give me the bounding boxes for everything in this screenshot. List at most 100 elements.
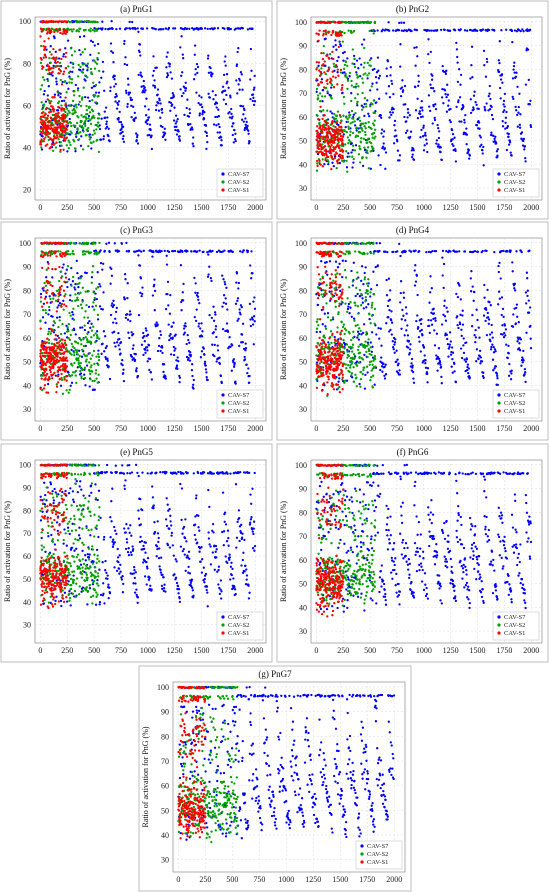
data-point [65, 350, 68, 353]
data-point [460, 356, 464, 360]
data-point [90, 364, 93, 367]
data-point [68, 141, 71, 144]
data-point [350, 315, 353, 318]
data-point [345, 166, 349, 169]
data-point [420, 99, 423, 103]
data-point [242, 120, 245, 123]
data-point [360, 63, 363, 66]
data-point [98, 127, 102, 131]
data-point [232, 365, 236, 368]
data-point [483, 64, 486, 67]
data-point [42, 93, 46, 96]
data-point [388, 29, 391, 32]
data-point [60, 118, 64, 121]
data-point [364, 127, 367, 130]
data-point [248, 381, 251, 384]
data-point [455, 292, 458, 296]
data-point [441, 87, 444, 91]
data-point [327, 68, 331, 71]
data-point [124, 56, 127, 59]
data-point [63, 295, 66, 298]
data-point [184, 89, 187, 92]
data-point [135, 367, 138, 370]
data-point [248, 140, 251, 143]
data-point [447, 99, 450, 102]
data-point [159, 333, 163, 337]
data-point [368, 317, 371, 321]
data-point [439, 146, 442, 149]
data-point [48, 305, 51, 309]
data-point [80, 114, 83, 117]
data-point [62, 356, 65, 359]
data-point [88, 135, 91, 138]
data-point [159, 330, 162, 333]
x-tick-label: 500 [88, 203, 100, 212]
data-point [115, 341, 119, 344]
data-point [165, 55, 168, 58]
data-point [433, 90, 436, 93]
data-point [63, 99, 66, 102]
data-point [98, 337, 101, 340]
data-point [64, 110, 67, 114]
data-point [450, 128, 454, 132]
data-point [55, 358, 59, 361]
data-point [84, 74, 87, 77]
data-point [323, 336, 327, 339]
data-point [61, 338, 64, 341]
data-point [77, 63, 80, 67]
data-point [90, 336, 93, 339]
data-point [497, 70, 501, 74]
data-point [107, 365, 110, 368]
data-point [387, 21, 390, 24]
data-point [491, 117, 495, 121]
data-point [481, 152, 484, 155]
data-point [196, 71, 199, 75]
data-point [97, 355, 101, 359]
data-point [213, 27, 216, 30]
data-point [153, 283, 156, 287]
data-point [74, 242, 77, 245]
data-point [79, 53, 82, 56]
data-point [332, 86, 336, 89]
data-point [56, 30, 59, 33]
data-point [361, 297, 364, 300]
data-point [89, 67, 93, 71]
data-point [64, 272, 67, 275]
data-point [84, 119, 87, 123]
data-point [237, 317, 240, 320]
data-point [53, 344, 56, 347]
data-point [517, 111, 520, 114]
data-point [50, 124, 53, 127]
data-point [502, 315, 505, 319]
data-point [528, 249, 531, 252]
data-point [425, 138, 428, 141]
data-point [503, 92, 507, 96]
data-point [114, 317, 117, 320]
data-point [42, 56, 45, 59]
data-point [72, 94, 76, 97]
data-point [486, 60, 489, 64]
data-point [241, 88, 244, 91]
data-point [390, 319, 393, 322]
data-point [465, 143, 468, 146]
data-point [470, 45, 474, 48]
data-point [69, 241, 73, 244]
data-point [516, 85, 519, 88]
data-point [346, 79, 350, 82]
data-point [157, 344, 161, 348]
data-point [97, 352, 100, 356]
data-point [490, 331, 494, 334]
data-point [112, 303, 116, 307]
data-point [95, 29, 98, 32]
data-point [46, 332, 50, 336]
data-point [88, 351, 91, 355]
data-point [371, 82, 374, 85]
data-point [215, 250, 219, 254]
data-point [146, 349, 149, 352]
data-point [485, 249, 488, 253]
data-point [471, 76, 474, 79]
data-point [367, 167, 370, 170]
data-point [396, 149, 400, 152]
data-point [446, 337, 449, 341]
data-point [362, 307, 365, 310]
